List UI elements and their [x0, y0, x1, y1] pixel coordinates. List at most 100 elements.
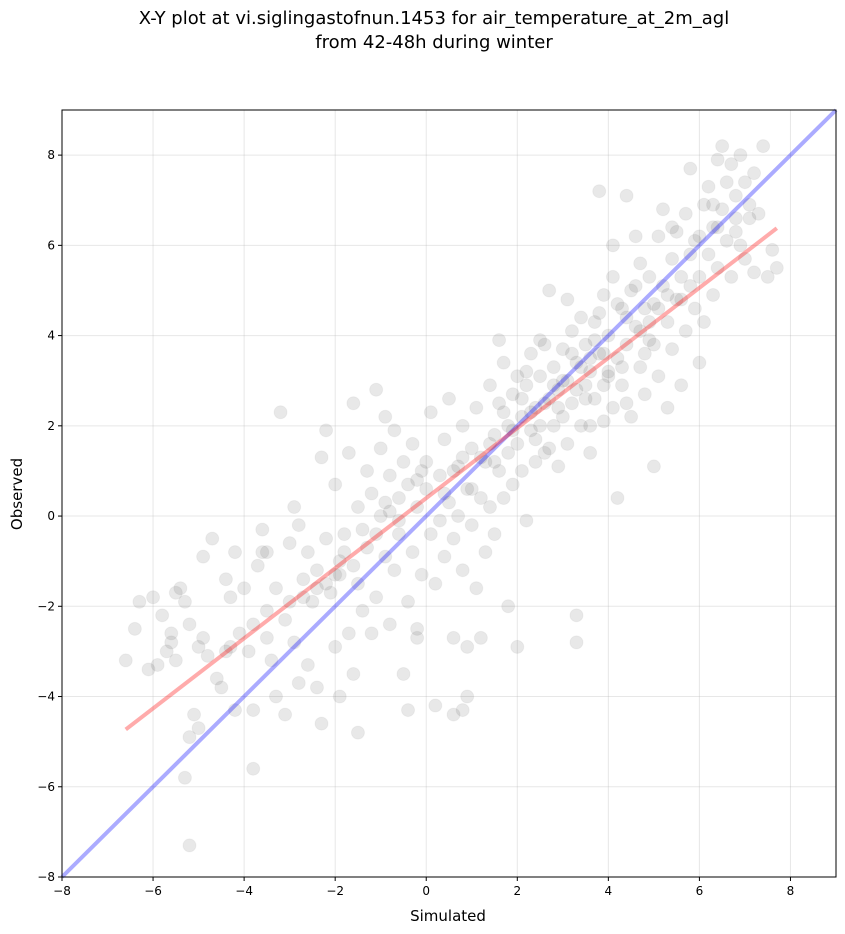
data-point [564, 396, 579, 411]
data-point [624, 283, 639, 298]
data-point [337, 527, 352, 542]
data-point [241, 644, 256, 659]
data-point [674, 292, 689, 307]
data-point [300, 545, 315, 560]
data-point [369, 590, 384, 605]
data-point [728, 211, 743, 226]
y-tick-label: −4 [37, 690, 55, 704]
data-point [655, 202, 670, 217]
data-point [737, 175, 752, 190]
data-point [619, 396, 634, 411]
data-point [692, 355, 707, 370]
data-point [423, 527, 438, 542]
data-point [646, 297, 661, 312]
data-point [715, 202, 730, 217]
data-point [378, 549, 393, 564]
data-point [391, 513, 406, 528]
data-point [551, 459, 566, 474]
data-point [642, 269, 657, 284]
data-point [555, 373, 570, 388]
data-point [523, 405, 538, 420]
data-point [501, 599, 516, 614]
data-point [646, 459, 661, 474]
data-point [706, 220, 721, 235]
data-point [510, 369, 525, 384]
data-point [487, 454, 502, 469]
data-point [633, 324, 648, 339]
data-point [742, 211, 757, 226]
data-point [428, 698, 443, 713]
data-point [692, 229, 707, 244]
data-point [578, 337, 593, 352]
data-point [473, 491, 488, 506]
data-point [432, 513, 447, 528]
data-point [546, 360, 561, 375]
data-point [355, 603, 370, 618]
data-point [246, 761, 261, 776]
data-point [619, 188, 634, 203]
data-point [478, 545, 493, 560]
data-point [337, 545, 352, 560]
data-point [223, 639, 238, 654]
data-point [660, 400, 675, 415]
x-tick-label: −6 [144, 884, 162, 898]
data-point [232, 626, 247, 641]
data-point [505, 477, 520, 492]
data-point [669, 292, 684, 307]
data-point [378, 409, 393, 424]
data-point [369, 382, 384, 397]
data-point [555, 342, 570, 357]
data-point [537, 396, 552, 411]
data-point [583, 418, 598, 433]
data-point [710, 220, 725, 235]
data-point [537, 445, 552, 460]
data-point [173, 581, 188, 596]
data-point [637, 301, 652, 316]
x-tick-label: −8 [53, 884, 71, 898]
data-point [619, 337, 634, 352]
data-point [396, 454, 411, 469]
data-point [514, 463, 529, 478]
data-point [473, 450, 488, 465]
data-point [651, 301, 666, 316]
data-point [469, 581, 484, 596]
x-tick-label: 2 [513, 884, 521, 898]
data-point [282, 536, 297, 551]
data-point [341, 445, 356, 460]
plot-frame [61, 109, 837, 878]
data-point [587, 315, 602, 330]
data-point [182, 617, 197, 632]
data-point [674, 269, 689, 284]
data-point [510, 436, 525, 451]
y-axis-label: Observed [8, 458, 26, 530]
data-point [309, 581, 324, 596]
data-point [268, 689, 283, 704]
data-point [719, 175, 734, 190]
data-point [564, 346, 579, 361]
data-point [382, 617, 397, 632]
data-point [410, 630, 425, 645]
data-point [177, 594, 192, 609]
data-point [455, 563, 470, 578]
data-point [346, 396, 361, 411]
data-point [592, 306, 607, 321]
data-point [118, 653, 133, 668]
data-point [615, 301, 630, 316]
data-point [528, 400, 543, 415]
data-point [419, 454, 434, 469]
data-point [237, 581, 252, 596]
data-point [533, 369, 548, 384]
data-point [605, 238, 620, 253]
y-tick-label: 8 [47, 148, 55, 162]
data-point [132, 594, 147, 609]
data-point [696, 315, 711, 330]
data-point [382, 468, 397, 483]
data-point [574, 360, 589, 375]
data-point [674, 378, 689, 393]
data-point [469, 400, 484, 415]
data-point [482, 500, 497, 515]
data-point [519, 378, 534, 393]
data-point [496, 491, 511, 506]
y-tick-label: −2 [37, 599, 55, 613]
data-point [583, 445, 598, 460]
